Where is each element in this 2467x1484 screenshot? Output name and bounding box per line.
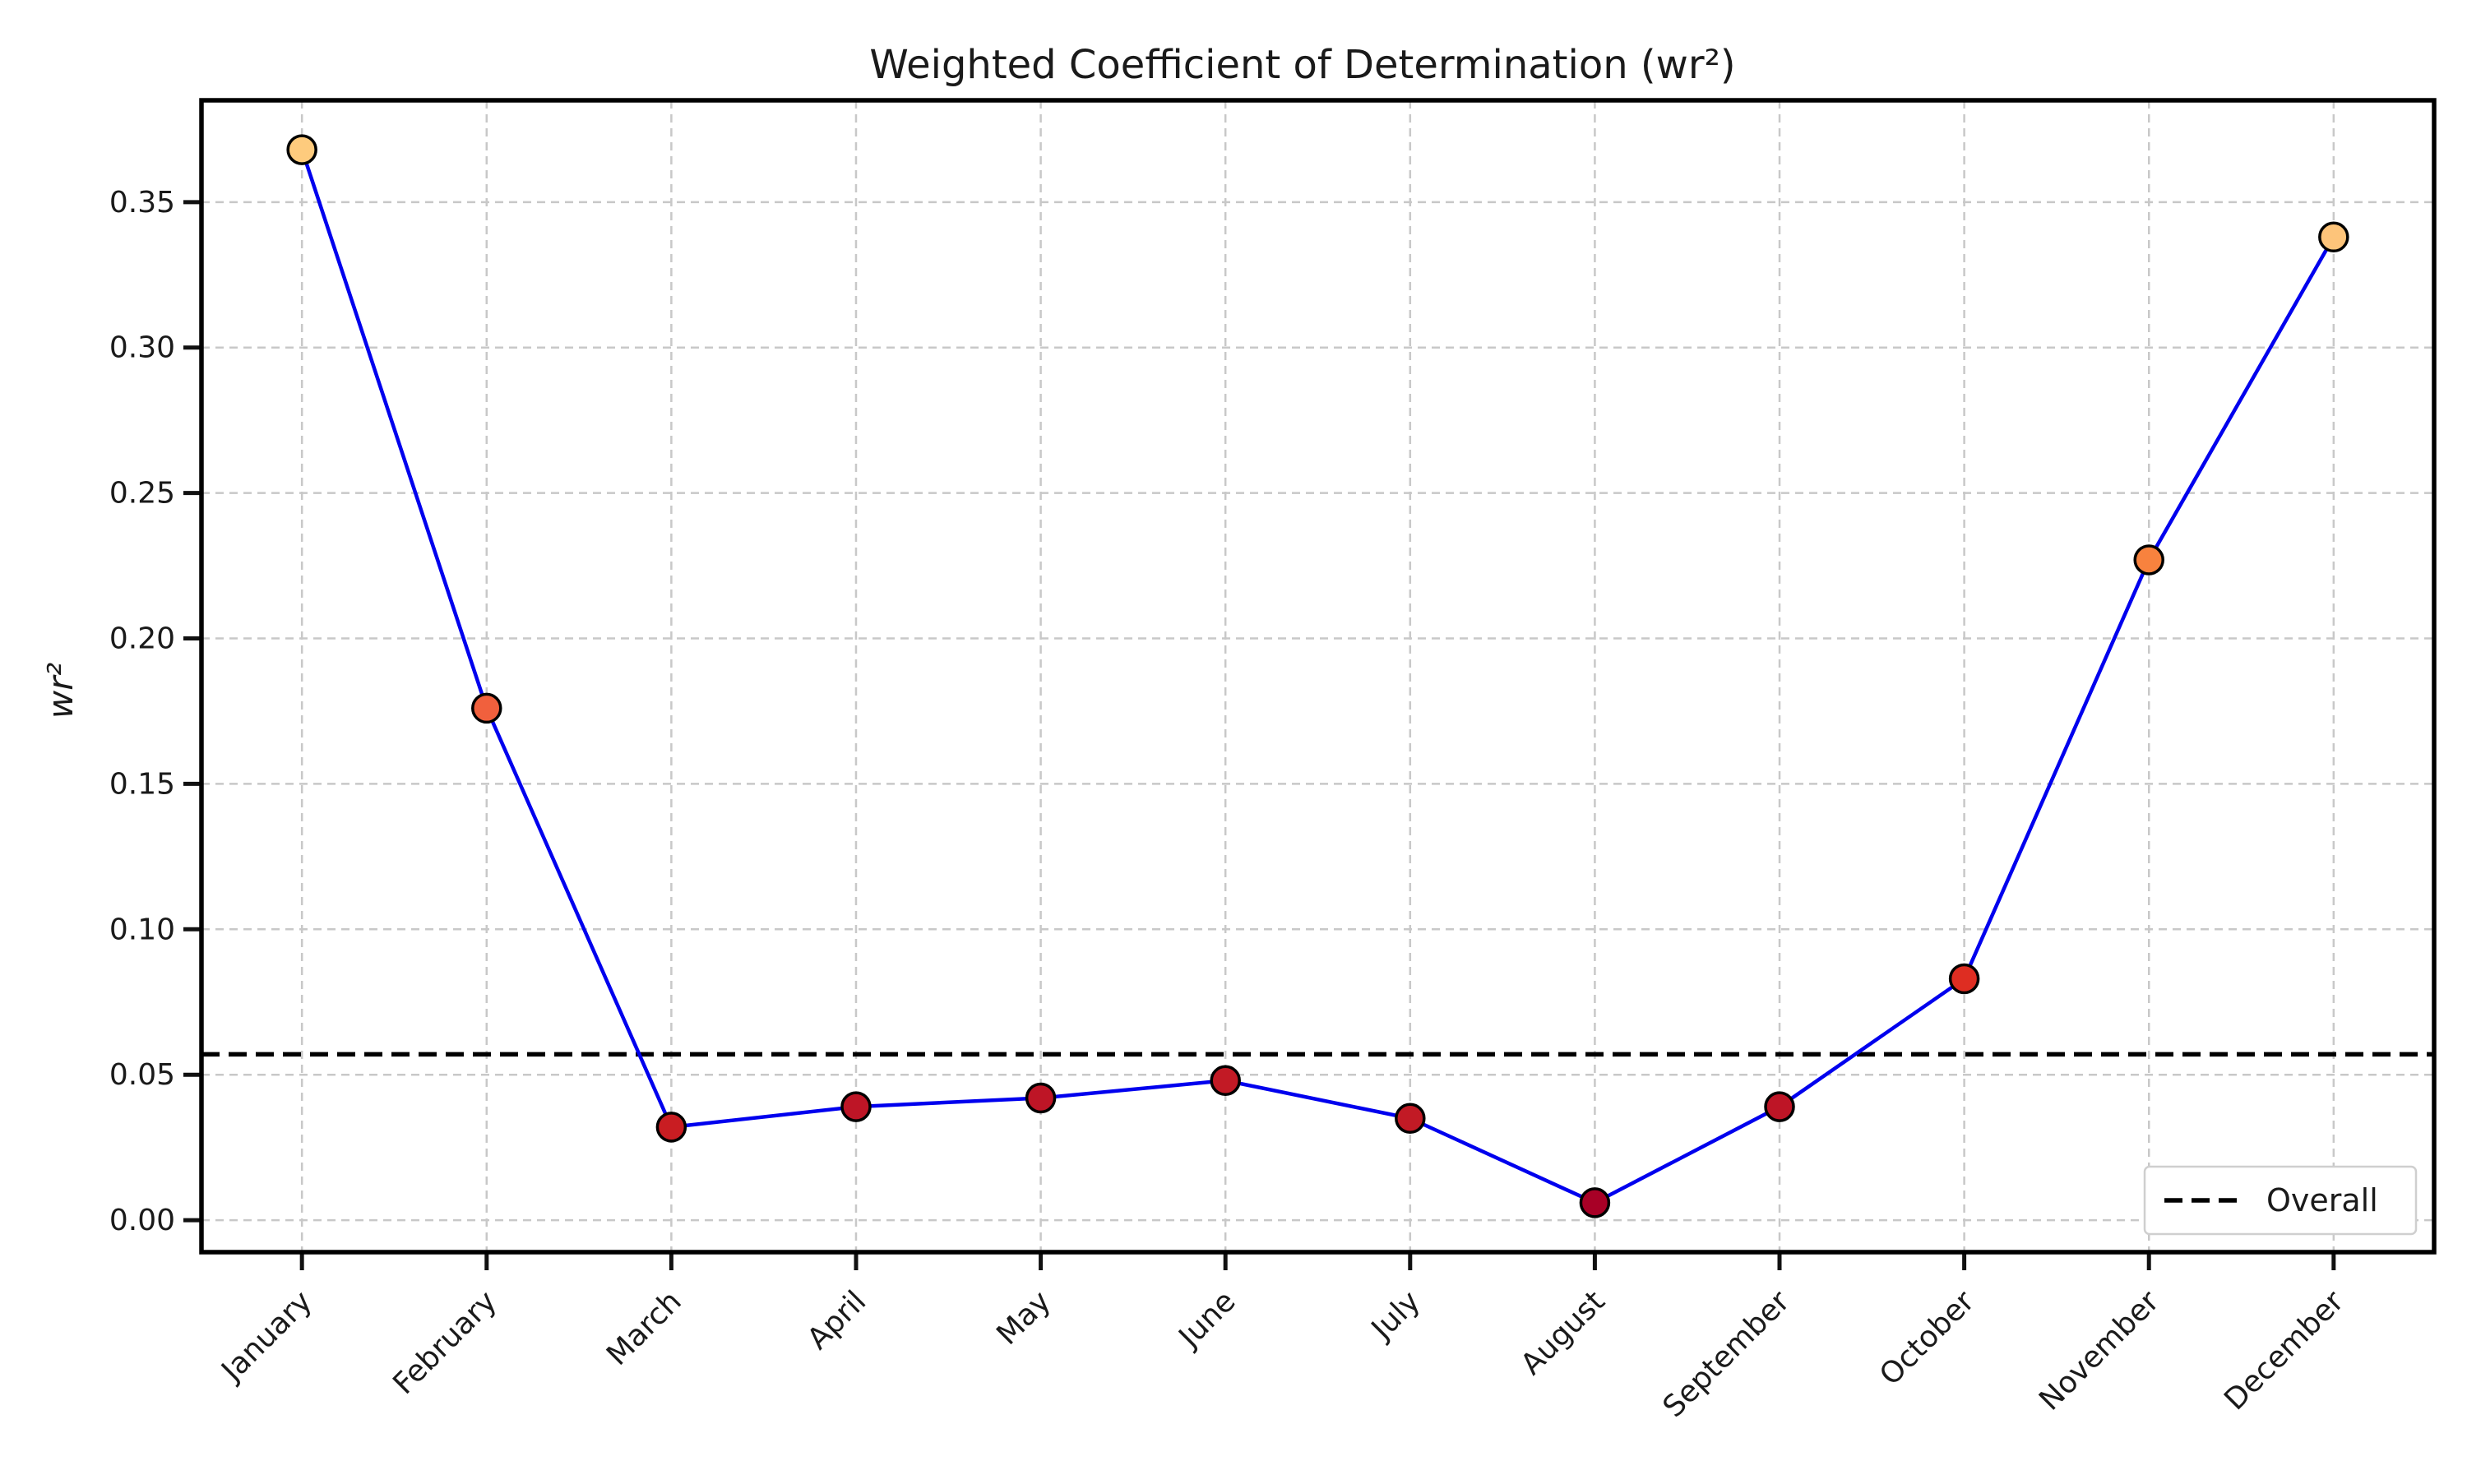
data-point	[1948, 963, 1980, 995]
y-tick-label: 0.05	[109, 1058, 175, 1092]
x-tick-label: July	[1364, 1284, 1427, 1347]
data-point	[2318, 221, 2349, 253]
y-tick-label: 0.10	[109, 913, 175, 946]
grid	[201, 100, 2434, 1252]
legend-box	[2143, 1165, 2418, 1236]
y-tick-label: 0.35	[109, 186, 175, 220]
y-tick-label: 0.25	[109, 477, 175, 511]
data-point	[1025, 1082, 1057, 1114]
series-line	[300, 149, 2335, 1205]
plot-frame	[199, 98, 2437, 1255]
data-point	[2133, 544, 2164, 576]
data-point	[655, 1112, 687, 1143]
data-point	[286, 134, 317, 165]
data-point	[471, 692, 502, 724]
y-tick-label: 0.30	[109, 331, 175, 365]
x-tick-label: February	[386, 1284, 503, 1401]
x-tick-label: September	[1657, 1284, 1797, 1424]
legend-label: Overall	[2266, 1182, 2378, 1218]
chart-title: Weighted Coefficient of Determination (w…	[869, 42, 1735, 88]
x-tick-label: January	[215, 1284, 319, 1389]
data-point	[840, 1091, 872, 1122]
y-tick-label: 0.00	[109, 1204, 175, 1237]
data-point	[1395, 1103, 1426, 1135]
series-layer	[286, 134, 2349, 1218]
data-point	[1764, 1091, 1795, 1122]
y-axis-label: wr²	[40, 663, 81, 719]
x-tick-label: June	[1172, 1284, 1243, 1355]
y-tick-label: 0.15	[109, 767, 175, 801]
legend: Overall	[2143, 1165, 2418, 1236]
axes: 0.00 0.05 0.10 0.15 0.20 0.25 0.30 0.35 January F…	[109, 98, 2437, 1424]
data-point	[1210, 1065, 1241, 1097]
x-tick-label: March	[600, 1284, 688, 1372]
x-tick-label: November	[2033, 1284, 2166, 1417]
x-tick-label: August	[1515, 1284, 1612, 1381]
x-tick-label: May	[990, 1284, 1058, 1352]
x-tick-label: April	[801, 1284, 872, 1356]
y-tick-label: 0.20	[109, 622, 175, 656]
x-tick-label: December	[2218, 1284, 2350, 1417]
data-point	[1579, 1187, 1611, 1218]
x-tick-label: October	[1873, 1284, 1981, 1392]
